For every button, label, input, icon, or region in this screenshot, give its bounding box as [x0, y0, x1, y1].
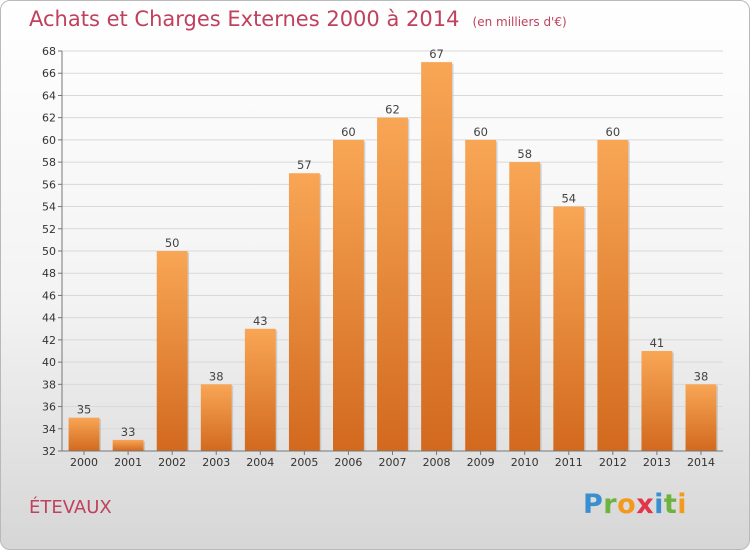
y-tick-label: 32 — [42, 445, 56, 458]
chart-title: Achats et Charges Externes 2000 à 2014 (… — [29, 7, 567, 31]
y-tick-label: 48 — [42, 267, 56, 280]
logo-letter: i — [677, 489, 688, 520]
x-tick-label: 2000 — [70, 456, 98, 469]
y-tick-label: 44 — [42, 312, 56, 325]
value-label: 43 — [253, 314, 268, 328]
axes: 32 34 36 38 40 42 44 46 48 50 52 54 56 58 60 62 64 66 68 20… — [42, 45, 723, 469]
x-tick-label: 2005 — [290, 456, 318, 469]
logo-letter: x — [636, 489, 655, 520]
bar — [377, 117, 408, 452]
y-tick-label: 62 — [42, 112, 56, 125]
x-tick-label: 2014 — [687, 456, 715, 469]
x-tick-label: 2013 — [643, 456, 671, 469]
value-label: 57 — [297, 158, 312, 172]
bar — [509, 162, 541, 451]
y-tick-label: 54 — [42, 201, 56, 214]
bars — [68, 62, 718, 452]
bar — [685, 384, 717, 451]
y-tick-label: 56 — [42, 178, 56, 191]
bar — [288, 173, 320, 451]
y-tick-label: 50 — [42, 245, 56, 258]
bar — [200, 384, 232, 451]
bar — [553, 206, 585, 451]
y-tick-label: 68 — [42, 45, 56, 58]
y-tick-label: 60 — [42, 134, 56, 147]
y-tick-label: 52 — [42, 223, 56, 236]
bar — [597, 139, 629, 451]
value-label: 33 — [121, 425, 136, 439]
x-tick-label: 2002 — [158, 456, 186, 469]
bar — [465, 139, 497, 451]
value-label: 60 — [341, 125, 356, 139]
y-tick-label: 34 — [42, 423, 56, 436]
bar — [244, 328, 276, 451]
bar — [641, 351, 673, 451]
y-tick-label: 58 — [42, 156, 56, 169]
bar — [333, 139, 364, 451]
y-tick-label: 36 — [42, 401, 56, 414]
x-tick-label: 2007 — [379, 456, 407, 469]
x-tick-label: 2008 — [423, 456, 451, 469]
value-label: 62 — [385, 103, 400, 117]
proxiti-logo: Proxiti — [583, 489, 687, 520]
y-tick-label: 42 — [42, 334, 56, 347]
commune-name: ÉTEVAUX — [29, 497, 112, 518]
logo-letter: t — [663, 489, 678, 520]
y-tick-label: 64 — [42, 89, 56, 102]
x-tick-label: 2009 — [467, 456, 495, 469]
x-tick-label: 2004 — [246, 456, 274, 469]
logo-letter: P — [583, 489, 604, 520]
y-tick-label: 40 — [42, 356, 56, 369]
x-tick-label: 2001 — [114, 456, 142, 469]
value-label: 67 — [429, 47, 444, 61]
bar — [421, 62, 452, 451]
x-tick-label: 2003 — [202, 456, 230, 469]
value-label: 38 — [209, 369, 224, 383]
logo-letter: r — [603, 489, 618, 520]
y-tick-label: 38 — [42, 378, 56, 391]
chart-title-text: Achats et Charges Externes 2000 à 2014 — [29, 7, 460, 31]
bar — [156, 251, 188, 451]
x-tick-label: 2011 — [555, 456, 583, 469]
value-label: 58 — [517, 147, 532, 161]
value-label: 60 — [606, 125, 621, 139]
value-label: 54 — [561, 192, 576, 206]
chart-unit-text: (en milliers d'€) — [472, 15, 567, 29]
logo-letter: o — [617, 489, 637, 520]
value-label: 35 — [77, 403, 92, 417]
value-label: 41 — [650, 336, 665, 350]
value-labels: 35 33 50 38 43 57 60 62 67 60 58 54 60 41 38 — [77, 47, 709, 439]
x-tick-label: 2006 — [334, 456, 362, 469]
value-label: 60 — [473, 125, 488, 139]
bar — [68, 417, 100, 451]
bar — [112, 439, 144, 451]
value-label: 50 — [165, 236, 180, 250]
y-tick-label: 66 — [42, 67, 56, 80]
value-label: 38 — [694, 369, 709, 383]
logo-letter: i — [654, 489, 664, 520]
x-tick-label: 2010 — [511, 456, 539, 469]
y-tick-label: 46 — [42, 289, 56, 302]
x-tick-label: 2012 — [599, 456, 627, 469]
